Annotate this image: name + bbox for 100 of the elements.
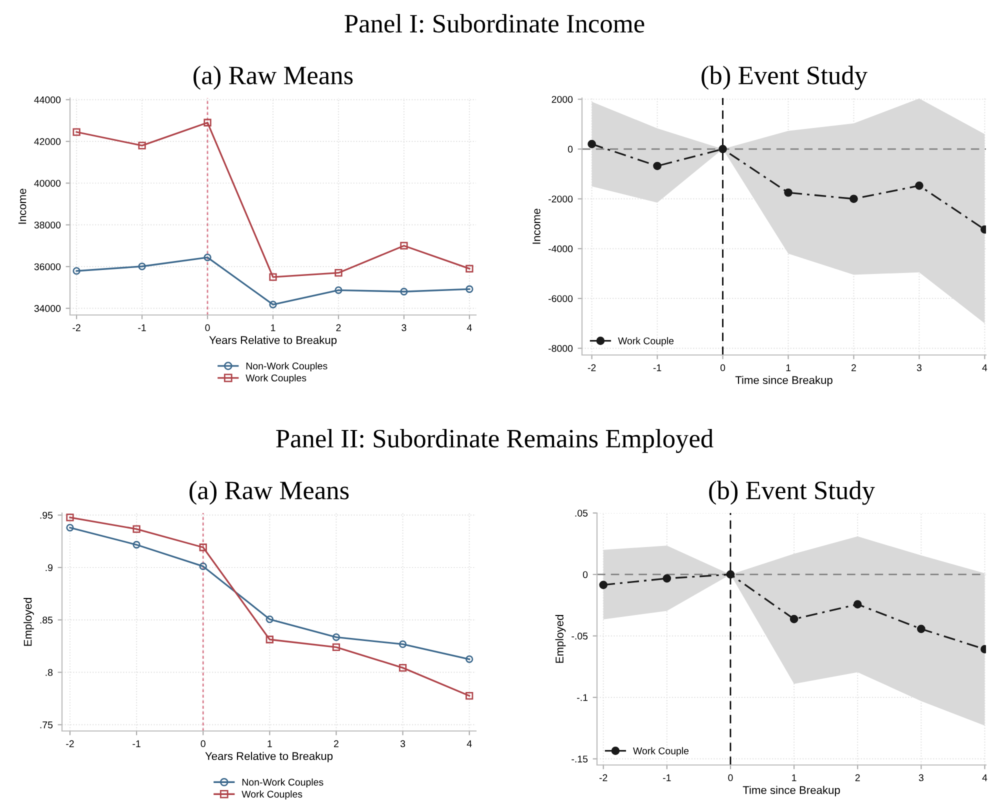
point — [72, 128, 80, 136]
x-tick-label: 0 — [728, 774, 733, 782]
x-tick-label: 1 — [792, 774, 796, 782]
point — [204, 118, 212, 126]
x-tick-label: 2 — [334, 740, 338, 748]
y-tick-label: .8 — [46, 669, 53, 676]
x-tick-label: 0 — [200, 740, 206, 748]
point — [599, 580, 608, 590]
x-tick-label: -1 — [653, 364, 662, 372]
point — [332, 643, 340, 651]
y-tick-label: -.05 — [572, 632, 588, 640]
point — [204, 254, 212, 262]
point — [588, 140, 596, 148]
point — [466, 692, 474, 700]
x-tick-label: -2 — [588, 364, 596, 372]
x-axis-title: Time since Breakup — [742, 786, 840, 796]
y-axis-title: Income — [532, 208, 540, 244]
y-tick-label: 0 — [568, 146, 573, 153]
point — [466, 264, 474, 272]
point — [266, 636, 274, 644]
point — [653, 162, 662, 170]
chart-title: (a) Raw Means — [194, 66, 353, 90]
y-tick-label: 38000 — [34, 222, 61, 228]
point — [334, 286, 342, 294]
point — [199, 562, 207, 570]
point — [199, 544, 207, 552]
y-axis-title: Employed — [555, 615, 566, 663]
x-tick-label: 2 — [336, 324, 341, 332]
point — [66, 514, 74, 522]
y-tick-label: 0 — [582, 571, 588, 578]
point — [398, 664, 407, 672]
chart-title: (b) Event Study — [709, 480, 875, 505]
legend-label: Non-Work Couples — [242, 778, 324, 788]
point — [400, 288, 408, 296]
y-tick-label: -8000 — [548, 345, 573, 352]
x-tick-label: 3 — [402, 324, 406, 332]
x-tick-label: 2 — [855, 774, 860, 782]
x-tick-label: -1 — [138, 324, 146, 332]
y-tick-label: .75 — [40, 722, 53, 728]
x-tick-label: -2 — [72, 324, 80, 332]
y-axis-title: Income — [18, 188, 26, 224]
y-tick-label: 40000 — [34, 180, 61, 187]
x-tick-label: 1 — [268, 740, 272, 748]
point — [266, 615, 274, 624]
x-tick-label: 3 — [918, 774, 924, 782]
point — [269, 273, 277, 281]
legend-label: Work Couples — [246, 374, 306, 384]
y-tick-label: -4000 — [548, 245, 573, 252]
point — [662, 574, 672, 583]
point — [718, 144, 727, 154]
y-tick-label: 34000 — [34, 305, 61, 312]
point — [726, 570, 735, 579]
y-tick-label: 36000 — [34, 263, 61, 270]
point — [400, 242, 408, 250]
point — [917, 624, 926, 634]
x-tick-label: -1 — [663, 774, 671, 782]
point — [398, 640, 407, 648]
text: Panel I: Subordinate Income — [344, 14, 644, 33]
y-axis-title: Employed — [24, 598, 34, 646]
legend-label: Work Couple — [618, 337, 674, 346]
y-tick-label: 44000 — [34, 96, 61, 104]
point — [466, 655, 474, 664]
y-tick-label: .95 — [40, 512, 53, 519]
x-tick-label: -2 — [66, 740, 74, 748]
x-tick-label: 4 — [982, 364, 988, 372]
point — [915, 181, 924, 190]
x-tick-label: -2 — [599, 774, 608, 782]
point — [466, 285, 474, 293]
y-tick-label: .05 — [575, 510, 588, 517]
x-tick-label: 1 — [271, 324, 276, 332]
y-tick-label: 42000 — [34, 138, 61, 146]
point — [784, 188, 792, 197]
text: Panel II: Subordinate Remains Employed — [276, 428, 714, 454]
legend-label: Non-Work Couples — [246, 362, 328, 372]
point — [132, 525, 140, 533]
y-tick-label: -.15 — [572, 756, 588, 762]
point — [332, 633, 340, 642]
x-axis-title: Years Relative to Breakup — [205, 752, 333, 762]
x-tick-label: 3 — [916, 364, 922, 372]
x-tick-label: 0 — [205, 324, 210, 332]
legend-label: Work Couples — [242, 790, 302, 800]
point — [72, 267, 80, 275]
y-tick-label: -6000 — [548, 295, 573, 302]
x-tick-label: 2 — [852, 364, 856, 372]
point — [790, 614, 798, 624]
x-tick-label: 4 — [982, 774, 988, 782]
point — [853, 600, 862, 608]
x-axis-title: Time since Breakup — [735, 376, 832, 386]
point — [269, 300, 277, 308]
point — [132, 540, 140, 549]
x-tick-label: 1 — [786, 364, 790, 372]
point — [138, 142, 146, 150]
y-tick-label: -.1 — [577, 694, 588, 701]
x-tick-label: 3 — [400, 740, 406, 748]
point — [66, 524, 74, 532]
x-axis-title: Years Relative to Breakup — [209, 336, 337, 346]
chart-title: (b) Event Study — [702, 66, 868, 90]
legend-label: Work Couple — [633, 747, 689, 756]
x-tick-label: 4 — [466, 740, 472, 748]
y-tick-label: -2000 — [548, 196, 573, 202]
